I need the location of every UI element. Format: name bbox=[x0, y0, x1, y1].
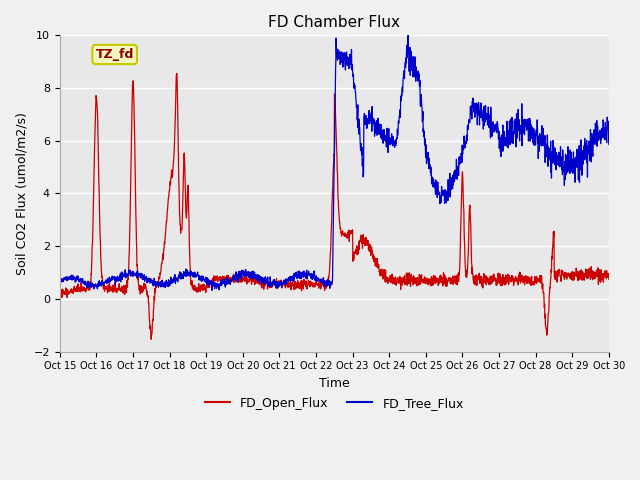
FD_Open_Flux bbox=[323, 277, 331, 283]
FD_Open_Flux bbox=[309, 280, 317, 286]
FD_Open_Flux bbox=[589, 270, 597, 276]
Y-axis label: Soil CO2 Flux (umol/m2/s): Soil CO2 Flux (umol/m2/s) bbox=[15, 112, 28, 275]
FD_Tree_Flux bbox=[56, 280, 63, 286]
FD_Tree_Flux bbox=[308, 273, 316, 279]
FD_Tree_Flux bbox=[208, 288, 216, 293]
Legend: FD_Open_Flux, FD_Tree_Flux: FD_Open_Flux, FD_Tree_Flux bbox=[200, 392, 468, 415]
Line: FD_Open_Flux: FD_Open_Flux bbox=[60, 73, 609, 339]
FD_Open_Flux bbox=[489, 278, 497, 284]
FD_Tree_Flux bbox=[589, 138, 597, 144]
FD_Tree_Flux bbox=[84, 283, 92, 289]
X-axis label: Time: Time bbox=[319, 377, 349, 390]
FD_Open_Flux bbox=[147, 336, 155, 342]
FD_Tree_Flux bbox=[589, 132, 597, 138]
Title: FD Chamber Flux: FD Chamber Flux bbox=[268, 15, 401, 30]
Text: TZ_fd: TZ_fd bbox=[95, 48, 134, 61]
FD_Tree_Flux bbox=[323, 279, 331, 285]
FD_Open_Flux bbox=[589, 272, 597, 277]
FD_Tree_Flux bbox=[489, 130, 497, 135]
FD_Tree_Flux bbox=[404, 33, 412, 38]
FD_Open_Flux bbox=[173, 71, 180, 76]
Line: FD_Tree_Flux: FD_Tree_Flux bbox=[60, 36, 609, 290]
FD_Open_Flux bbox=[56, 291, 63, 297]
FD_Open_Flux bbox=[605, 276, 612, 282]
FD_Tree_Flux bbox=[605, 142, 612, 147]
FD_Open_Flux bbox=[84, 285, 92, 290]
